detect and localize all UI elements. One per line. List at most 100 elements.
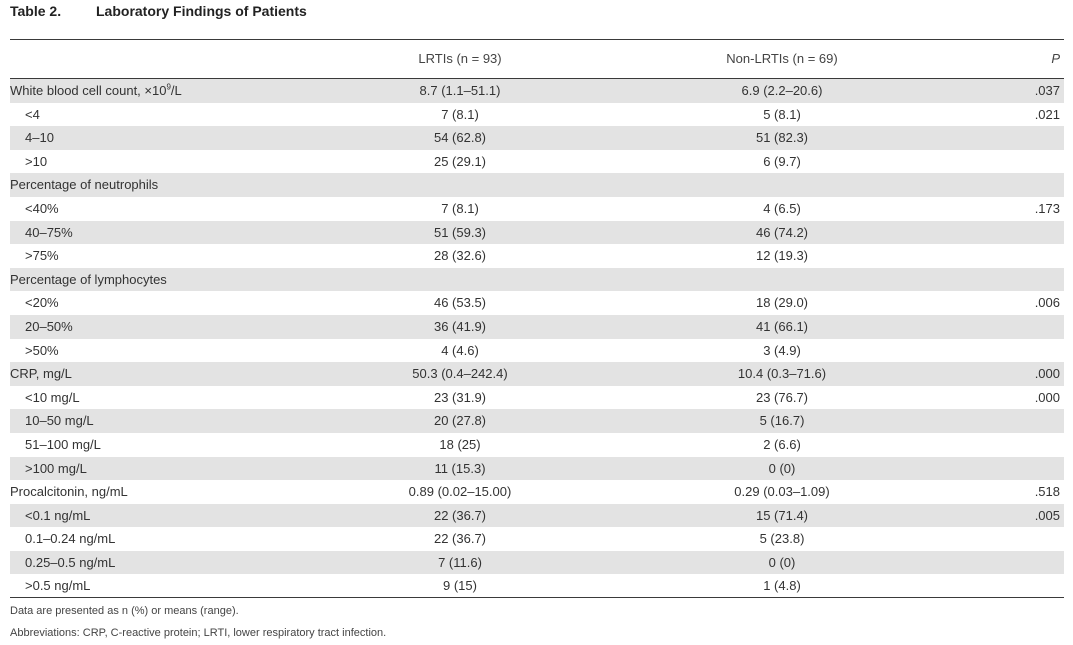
cell-p-value: .000 [1034,389,1060,405]
table-row: <0.1 ng/mL 22 (36.7) 15 (71.4) .005 [10,503,1064,528]
table-header-rule [10,78,1064,79]
cell-lrti: 22 (36.7) [433,531,487,547]
cell-lrti: 23 (31.9) [433,389,487,405]
table-row: >100 mg/L 11 (15.3) 0 (0) [10,456,1064,481]
cell-lrti: 28 (32.6) [433,248,487,264]
cell-lrti: 18 (25) [439,436,481,452]
row-label: 40–75% [25,224,73,240]
row-label: 4–10 [25,130,54,146]
header-p-value: P [1051,51,1060,66]
cell-non-lrti: 41 (66.1) [755,318,809,334]
cell-non-lrti: 18 (29.0) [755,295,809,311]
row-label: <10 mg/L [25,389,80,405]
cell-non-lrti: 6 (9.7) [763,153,801,169]
table-row: >50% 4 (4.6) 3 (4.9) [10,339,1064,363]
table-body: White blood cell count, ×109/L 8.7 (1.1–… [10,79,1064,598]
cell-non-lrti: 6.9 (2.2–20.6) [741,83,823,98]
cell-non-lrti: 1 (4.8) [763,578,801,594]
cell-lrti: 0.89 (0.02–15.00) [408,484,512,500]
table-row: <20% 46 (53.5) 18 (29.0) .006 [10,291,1064,315]
table-row: >10 25 (29.1) 6 (9.7) [10,150,1064,174]
cell-non-lrti: 12 (19.3) [755,248,809,264]
cell-lrti: 8.7 (1.1–51.1) [419,83,501,98]
table-row: Percentage of lymphocytes [10,267,1064,292]
row-label: <20% [25,295,59,311]
table-row-wbc: White blood cell count, ×109/L 8.7 (1.1–… [10,79,1064,103]
table-row: 40–75% 51 (59.3) 46 (74.2) [10,220,1064,245]
table-number: Table 2. [10,3,62,19]
cell-p-value: .006 [1034,295,1060,311]
table-row: Percentage of neutrophils [10,173,1064,197]
row-label: >75% [25,248,59,264]
cell-lrti: 7 (11.6) [438,554,482,570]
table-row: Procalcitonin, ng/mL 0.89 (0.02–15.00) 0.2… [10,480,1064,504]
row-label: Percentage of lymphocytes [10,271,167,287]
cell-non-lrti: 0 (0) [768,460,796,476]
row-label: 0.1–0.24 ng/mL [25,531,116,547]
cell-p-value: .000 [1034,366,1060,382]
cell-non-lrti: 15 (71.4) [755,507,809,523]
cell-lrti: 7 (8.1) [441,200,479,216]
cell-non-lrti: 46 (74.2) [755,224,809,240]
row-label: White blood cell count, ×109/L [10,82,182,98]
cell-non-lrti: 0.29 (0.03–1.09) [734,484,830,500]
cell-non-lrti: 3 (4.9) [763,342,801,358]
cell-non-lrti: 4 (6.5) [763,200,801,216]
table-row: CRP, mg/L 50.3 (0.4–242.4) 10.4 (0.3–71.6)… [10,362,1064,386]
header-lrti: LRTIs (n = 93) [418,51,502,66]
table-title: Laboratory Findings of Patients [96,3,307,19]
row-label: <0.1 ng/mL [25,507,91,523]
row-label: 20–50% [25,318,73,334]
cell-lrti: 36 (41.9) [433,318,487,334]
cell-lrti: 51 (59.3) [433,224,487,240]
cell-lrti: 4 (4.6) [441,342,479,358]
table-row: 51–100 mg/L 18 (25) 2 (6.6) [10,433,1064,457]
cell-non-lrti: 5 (16.7) [759,413,805,429]
table-row: <40% 7 (8.1) 4 (6.5) .173 [10,197,1064,221]
row-label: >50% [25,342,59,358]
cell-non-lrti: 51 (82.3) [755,130,809,146]
table-row: 4–10 54 (62.8) 51 (82.3) [10,126,1064,150]
cell-lrti: 11 (15.3) [434,460,486,476]
cell-p-value: .518 [1034,484,1060,500]
row-label: <4 [25,106,40,122]
row-label: Procalcitonin, ng/mL [10,484,128,500]
table-row: <4 7 (8.1) 5 (8.1) .021 [10,103,1064,127]
header-non-lrti: Non-LRTIs (n = 69) [726,51,838,66]
table-row: <10 mg/L 23 (31.9) 23 (76.7) .000 [10,386,1064,410]
table-row: 0.1–0.24 ng/mL 22 (36.7) 5 (23.8) [10,527,1064,551]
cell-lrti: 50.3 (0.4–242.4) [412,366,508,382]
cell-lrti: 20 (27.8) [433,413,487,429]
cell-non-lrti: 23 (76.7) [755,389,809,405]
table-row: >75% 28 (32.6) 12 (19.3) [10,244,1064,268]
cell-p-value: .173 [1034,200,1060,216]
cell-non-lrti: 2 (6.6) [763,436,801,452]
footnote-data-note: Data are presented as n (%) or means (ra… [10,605,239,617]
cell-non-lrti: 5 (23.8) [759,531,805,547]
row-label: Percentage of neutrophils [10,177,159,193]
row-label: CRP, mg/L [10,366,72,382]
table-row: >0.5 ng/mL 9 (15) 1 (4.8) [10,574,1064,598]
row-label: 10–50 mg/L [25,413,94,429]
row-label: >10 [25,153,48,169]
cell-lrti: 54 (62.8) [433,130,487,146]
cell-lrti: 22 (36.7) [433,507,487,523]
cell-p-value: .037 [1034,83,1060,98]
cell-non-lrti: 0 (0) [768,554,796,570]
cell-p-value: .005 [1034,507,1060,523]
cell-non-lrti: 5 (8.1) [763,106,801,122]
table-caption: Table 2. Laboratory Findings of Patients [10,3,307,19]
cell-p-value: .021 [1034,106,1060,122]
row-label: <40% [25,200,59,216]
table-row: 0.25–0.5 ng/mL 7 (11.6) 0 (0) [10,550,1064,575]
table-row: 20–50% 36 (41.9) 41 (66.1) [10,314,1064,339]
row-label: >0.5 ng/mL [25,578,91,594]
row-label: 0.25–0.5 ng/mL [25,554,116,570]
row-label: 51–100 mg/L [25,436,101,452]
cell-lrti: 25 (29.1) [433,153,487,169]
table-top-rule [10,39,1064,40]
table-row: 10–50 mg/L 20 (27.8) 5 (16.7) [10,409,1064,433]
row-label: >100 mg/L [25,460,87,476]
cell-lrti: 7 (8.1) [441,106,479,122]
cell-lrti: 46 (53.5) [433,295,487,311]
